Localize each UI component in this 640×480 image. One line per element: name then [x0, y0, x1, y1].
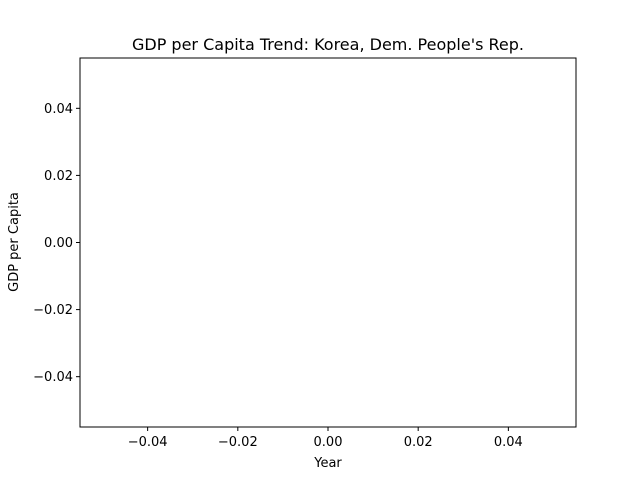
x-tick-label: −0.02 [218, 435, 258, 450]
x-tick-label: 0.02 [404, 435, 433, 450]
y-tick-label: 0.02 [44, 169, 73, 184]
y-axis-ticks: −0.04 −0.02 0.00 0.02 0.04 [33, 102, 80, 385]
x-tick-label: 0.00 [314, 435, 343, 450]
x-tick-label: −0.04 [128, 435, 168, 450]
x-tick-label: 0.04 [494, 435, 523, 450]
x-axis-label: Year [313, 456, 342, 471]
chart-title: GDP per Capita Trend: Korea, Dem. People… [132, 35, 524, 54]
y-tick-label: 0.00 [44, 236, 73, 251]
y-tick-label: −0.04 [33, 370, 73, 385]
y-tick-label: 0.04 [44, 102, 73, 117]
y-tick-label: −0.02 [33, 303, 73, 318]
x-axis-ticks: −0.04 −0.02 0.00 0.02 0.04 [128, 427, 523, 450]
y-axis-label: GDP per Capita [7, 192, 22, 292]
